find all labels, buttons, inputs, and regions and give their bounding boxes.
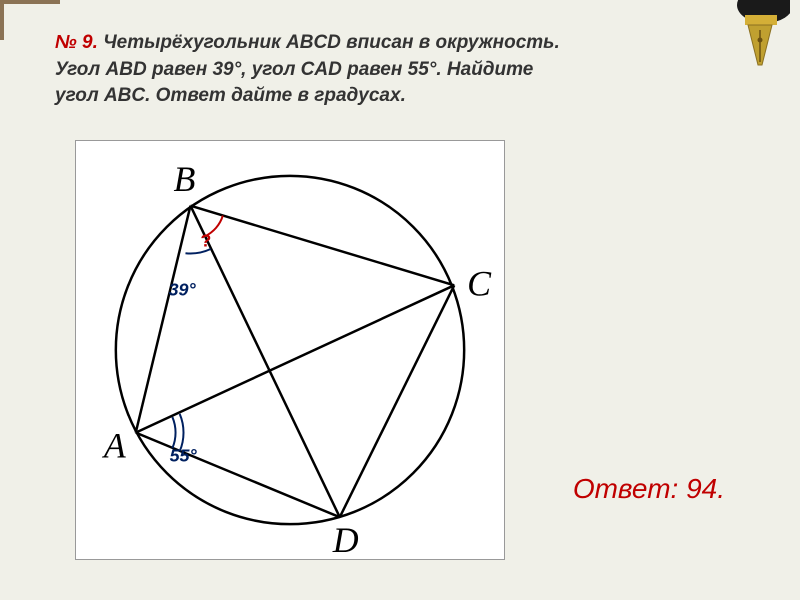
svg-text:39°: 39° (169, 279, 197, 299)
problem-line1: Четырёхугольник ABCD вписан в окружность… (103, 32, 560, 53)
corner-ornament (0, 0, 120, 20)
problem-line3: угол ABC. Ответ дайте в градусах. (55, 85, 406, 106)
svg-text:A: A (102, 425, 126, 465)
answer-text: Ответ: 94. (573, 473, 725, 505)
problem-number: № 9. (55, 32, 98, 53)
problem-statement: № 9. Четырёхугольник ABCD вписан в окруж… (55, 30, 680, 110)
svg-text:?: ? (200, 230, 211, 250)
geometry-diagram: 39°? 55° A B C D (75, 140, 505, 560)
svg-text:C: C (467, 263, 492, 303)
svg-text:B: B (174, 159, 196, 199)
svg-text:D: D (332, 520, 359, 559)
pen-icon (710, 0, 790, 90)
diagram-svg: 39°? 55° A B C D (76, 141, 504, 559)
problem-line2: Угол ABD равен 39°, угол CAD равен 55°. … (55, 59, 533, 80)
svg-text:55°: 55° (170, 445, 198, 465)
